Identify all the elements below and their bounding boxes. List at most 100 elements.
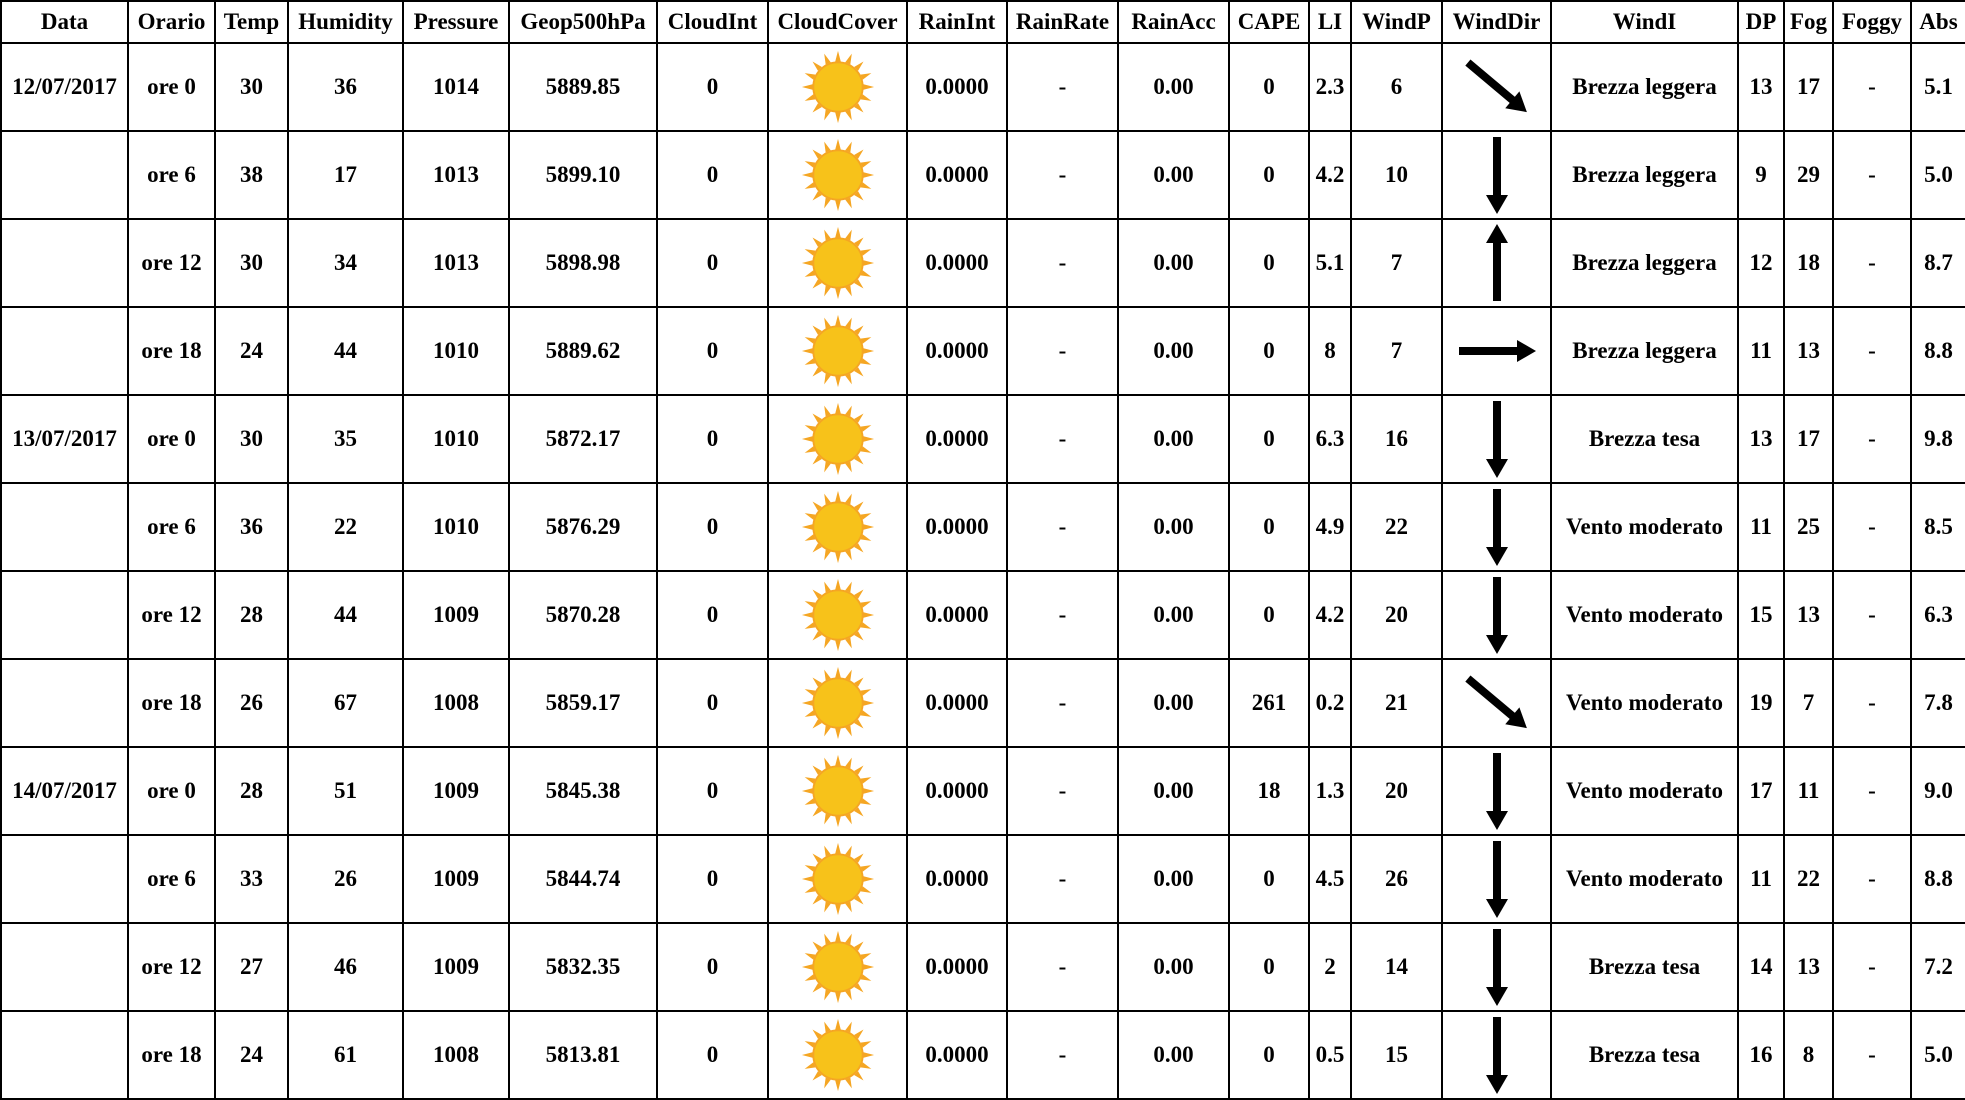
table-row: 13/07/2017 ore 0 30 35 1010 5872.17 0 0.0000-0.… bbox=[0, 394, 1965, 484]
table-row: 14/07/2017 ore 0 28 51 1009 5845.38 0 0.0000-0.… bbox=[0, 746, 1965, 836]
time-cell: ore 18 bbox=[127, 658, 216, 748]
col-header-dp: DP bbox=[1737, 0, 1785, 44]
dp-cell: 11 bbox=[1737, 834, 1785, 924]
temp-cell: 28 bbox=[214, 746, 289, 836]
geop-cell: 5872.17 bbox=[508, 394, 658, 484]
sun-icon bbox=[801, 1018, 874, 1092]
humidity-cell: 26 bbox=[287, 834, 404, 924]
foggy-cell: - bbox=[1832, 42, 1912, 132]
col-header-geop500hpa: Geop500hPa bbox=[508, 0, 658, 44]
time-cell: ore 12 bbox=[127, 218, 216, 308]
foggy-cell: - bbox=[1832, 130, 1912, 220]
cloud-cover-cell bbox=[767, 1010, 908, 1100]
rain-acc-cell: 0.00 bbox=[1117, 482, 1230, 572]
geop-cell: 5899.10 bbox=[508, 130, 658, 220]
cloud-cover-cell bbox=[767, 394, 908, 484]
abs-cell: 9.0 bbox=[1910, 746, 1965, 836]
col-header-data: Data bbox=[0, 0, 129, 44]
arrow-down-icon bbox=[1485, 401, 1508, 478]
col-header-windi: WindI bbox=[1550, 0, 1739, 44]
cloud-cover-cell bbox=[767, 834, 908, 924]
foggy-cell: - bbox=[1832, 394, 1912, 484]
wind-dir-cell bbox=[1441, 394, 1552, 484]
dp-cell: 12 bbox=[1737, 218, 1785, 308]
foggy-cell: - bbox=[1832, 482, 1912, 572]
rain-int-cell: 0.0000 bbox=[906, 922, 1008, 1012]
fog-cell: 13 bbox=[1783, 922, 1834, 1012]
foggy-cell: - bbox=[1832, 834, 1912, 924]
wind-p-cell: 21 bbox=[1350, 658, 1443, 748]
table-row: ore 12 30 34 1013 5898.98 0 0.0000-0.00 0 5.1 7 Br… bbox=[0, 218, 1965, 308]
rain-acc-cell: 0.00 bbox=[1117, 922, 1230, 1012]
rain-acc-cell: 0.00 bbox=[1117, 42, 1230, 132]
li-cell: 0.5 bbox=[1308, 1010, 1352, 1100]
dp-cell: 15 bbox=[1737, 570, 1785, 660]
abs-cell: 8.8 bbox=[1910, 834, 1965, 924]
li-cell: 5.1 bbox=[1308, 218, 1352, 308]
arrow-down-icon bbox=[1485, 753, 1508, 830]
rain-int-cell: 0.0000 bbox=[906, 306, 1008, 396]
table-row: ore 18 24 61 1008 5813.81 0 0.0000-0.00 0 0.5 15 B… bbox=[0, 1010, 1965, 1100]
dp-cell: 11 bbox=[1737, 482, 1785, 572]
pressure-cell: 1008 bbox=[402, 658, 510, 748]
date-cell bbox=[0, 482, 129, 572]
humidity-cell: 67 bbox=[287, 658, 404, 748]
wind-dir-cell bbox=[1441, 42, 1552, 132]
humidity-cell: 34 bbox=[287, 218, 404, 308]
wind-i-cell: Brezza leggera bbox=[1550, 218, 1739, 308]
cloud-int-cell: 0 bbox=[656, 130, 769, 220]
rain-acc-cell: 0.00 bbox=[1117, 570, 1230, 660]
foggy-cell: - bbox=[1832, 1010, 1912, 1100]
col-header-temp: Temp bbox=[214, 0, 289, 44]
wind-p-cell: 26 bbox=[1350, 834, 1443, 924]
li-cell: 2 bbox=[1308, 922, 1352, 1012]
wind-p-cell: 7 bbox=[1350, 218, 1443, 308]
rain-acc-cell: 0.00 bbox=[1117, 658, 1230, 748]
wind-p-cell: 6 bbox=[1350, 42, 1443, 132]
geop-cell: 5870.28 bbox=[508, 570, 658, 660]
cape-cell: 0 bbox=[1228, 570, 1310, 660]
rain-int-cell: 0.0000 bbox=[906, 658, 1008, 748]
fog-cell: 13 bbox=[1783, 306, 1834, 396]
humidity-cell: 17 bbox=[287, 130, 404, 220]
temp-cell: 30 bbox=[214, 394, 289, 484]
rain-rate-cell: - bbox=[1006, 218, 1119, 308]
pressure-cell: 1013 bbox=[402, 218, 510, 308]
cloud-int-cell: 0 bbox=[656, 218, 769, 308]
cape-cell: 0 bbox=[1228, 394, 1310, 484]
cloud-int-cell: 0 bbox=[656, 834, 769, 924]
col-header-fog: Fog bbox=[1783, 0, 1834, 44]
rain-rate-cell: - bbox=[1006, 42, 1119, 132]
date-cell bbox=[0, 1010, 129, 1100]
fog-cell: 18 bbox=[1783, 218, 1834, 308]
rain-rate-cell: - bbox=[1006, 746, 1119, 836]
wind-p-cell: 15 bbox=[1350, 1010, 1443, 1100]
rain-rate-cell: - bbox=[1006, 922, 1119, 1012]
rain-rate-cell: - bbox=[1006, 1010, 1119, 1100]
cloud-int-cell: 0 bbox=[656, 42, 769, 132]
li-cell: 1.3 bbox=[1308, 746, 1352, 836]
sun-icon bbox=[801, 666, 874, 740]
col-header-li: LI bbox=[1308, 0, 1352, 44]
dp-cell: 17 bbox=[1737, 746, 1785, 836]
wind-i-cell: Brezza tesa bbox=[1550, 1010, 1739, 1100]
wind-i-cell: Vento moderato bbox=[1550, 746, 1739, 836]
cloud-cover-cell bbox=[767, 922, 908, 1012]
geop-cell: 5889.85 bbox=[508, 42, 658, 132]
temp-cell: 28 bbox=[214, 570, 289, 660]
abs-cell: 8.8 bbox=[1910, 306, 1965, 396]
sun-icon bbox=[801, 842, 874, 916]
sun-icon bbox=[801, 578, 874, 652]
date-cell bbox=[0, 570, 129, 660]
time-cell: ore 6 bbox=[127, 482, 216, 572]
geop-cell: 5844.74 bbox=[508, 834, 658, 924]
time-cell: ore 6 bbox=[127, 130, 216, 220]
fog-cell: 13 bbox=[1783, 570, 1834, 660]
time-cell: ore 18 bbox=[127, 1010, 216, 1100]
rain-int-cell: 0.0000 bbox=[906, 1010, 1008, 1100]
col-header-cloudcover: CloudCover bbox=[767, 0, 908, 44]
pressure-cell: 1014 bbox=[402, 42, 510, 132]
date-cell bbox=[0, 130, 129, 220]
rain-int-cell: 0.0000 bbox=[906, 130, 1008, 220]
